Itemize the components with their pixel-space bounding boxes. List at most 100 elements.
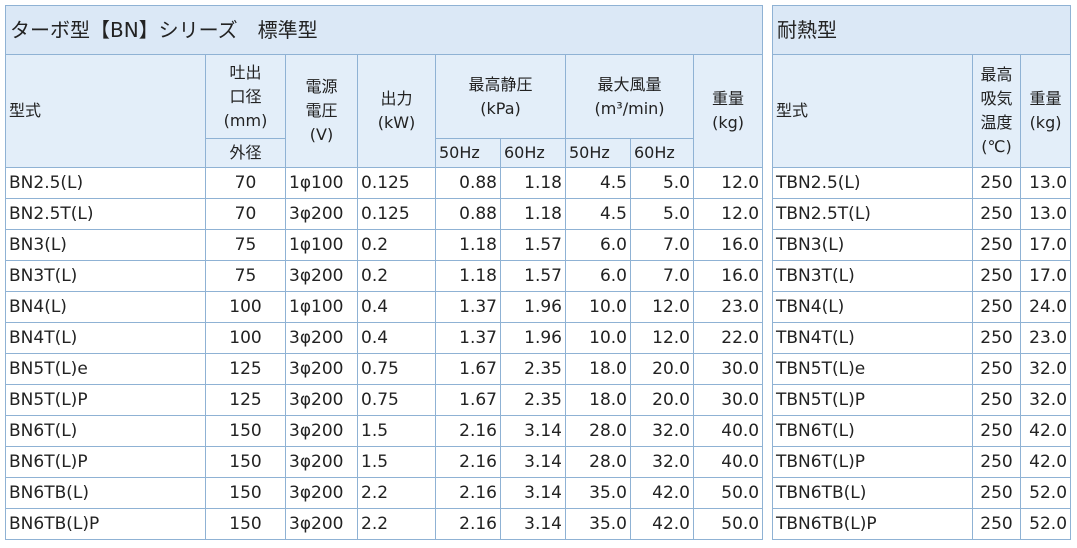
table-cell: TBN6T(L)P [772,446,973,478]
table-cell: 2.35 [500,384,566,416]
table-cell: 1.96 [500,291,566,323]
table-cell: BN4(L) [5,291,206,323]
table-cell: 3φ200 [285,415,358,447]
table-cell: 28.0 [565,415,631,447]
header-cell: 吐出 口径 (mm) [205,54,286,139]
table-cell: 12.0 [692,167,764,199]
table-cell: 0.125 [357,167,436,199]
table-cell: 40.0 [692,446,764,478]
table-cell: 70 [205,167,286,199]
table-cell: 75 [205,260,286,292]
table-cell: 1.18 [500,198,566,230]
table-cell: TBN5T(L)P [772,384,973,416]
table-cell: 250 [972,229,1021,261]
table-cell: 24.0 [1019,291,1072,323]
table-cell: 250 [972,477,1021,509]
table-cell: 2.16 [435,477,501,509]
table-cell: 125 [205,353,286,385]
table-row: TBN6T(L)P 250 42.0 [772,446,1072,478]
table-cell: TBN4T(L) [772,322,973,354]
table-row: TBN4T(L) 250 23.0 [772,322,1072,354]
table-cell: 12.0 [692,198,764,230]
table-cell: 35.0 [565,477,631,509]
table-cell: BN3T(L) [5,260,206,292]
table-cell: 0.4 [357,291,436,323]
table-row: BN4(L) 100 1φ100 0.4 1.37 1.96 10.0 12.0 23.0 [5,291,764,323]
table-cell: TBN3T(L) [772,260,973,292]
header-cell: 50Hz [565,138,631,168]
table-cell: 3φ200 [285,508,358,540]
table-cell: 2.16 [435,415,501,447]
table-cell: 250 [972,508,1021,540]
table-cell: 4.5 [565,167,631,199]
table-row: TBN4(L) 250 24.0 [772,291,1072,323]
table-cell: 42.0 [1019,415,1072,447]
table-cell: 1φ100 [285,229,358,261]
header-cell: 出力 (kW) [357,54,436,168]
table-cell: 20.0 [630,353,694,385]
table-cell: 4.5 [565,198,631,230]
table-cell: 7.0 [630,260,694,292]
table-cell: 2.35 [500,353,566,385]
table-cell: 100 [205,291,286,323]
table-row: BN6TB(L) 150 3φ200 2.2 2.16 3.14 35.0 42.0 50.0 [5,477,764,509]
header-cell: 最高 吸気 温度 (℃) [972,54,1021,168]
table-cell: 150 [205,446,286,478]
table-cell: 2.16 [435,508,501,540]
table-row: BN2.5(L) 70 1φ100 0.125 0.88 1.18 4.5 5.0 12.0 [5,167,764,199]
table-cell: 42.0 [1019,446,1072,478]
table-cell: 16.0 [692,229,764,261]
table-cell: 10.0 [565,322,631,354]
table-cell: 20.0 [630,384,694,416]
table-cell: 12.0 [630,322,694,354]
table-row: BN6T(L)P 150 3φ200 1.5 2.16 3.14 28.0 32.0 40.0 [5,446,764,478]
table-cell: BN6T(L) [5,415,206,447]
table-cell: 23.0 [692,291,764,323]
table-cell: 32.0 [1019,384,1072,416]
table-cell: TBN3(L) [772,229,973,261]
table-cell: 28.0 [565,446,631,478]
table-cell: 150 [205,415,286,447]
table-cell: 18.0 [565,353,631,385]
header-cell: 50Hz [435,138,501,168]
table-cell: 52.0 [1019,477,1072,509]
table-cell: 30.0 [692,384,764,416]
table-row: BN4T(L) 100 3φ200 0.4 1.37 1.96 10.0 12.0 22.0 [5,322,764,354]
table-cell: 23.0 [1019,322,1072,354]
table-cell: BN5T(L)P [5,384,206,416]
table-cell: 50.0 [692,508,764,540]
table-row: TBN6TB(L) 250 52.0 [772,477,1072,509]
header-cell: 最高静圧 (kPa) [435,54,566,139]
table-cell: BN6TB(L)P [5,508,206,540]
table-cell: 2.2 [357,508,436,540]
table-cell: 30.0 [692,353,764,385]
table-title: 耐熱型 [771,5,1072,55]
standard-table: ターボ型【BN】シリーズ 標準型 型式 吐出 口径 (mm) 電源 電圧 (V)… [4,5,764,540]
header-cell: 最大風量 (m³/min) [565,54,694,139]
table-cell: 100 [205,322,286,354]
table-row: BN6T(L) 150 3φ200 1.5 2.16 3.14 28.0 32.0 40.0 [5,415,764,447]
table-cell: 13.0 [1019,167,1072,199]
table-cell: 52.0 [1019,508,1072,540]
table-row: BN2.5T(L) 70 3φ200 0.125 0.88 1.18 4.5 5.0 12.0 [5,198,764,230]
table-cell: 3.14 [500,446,566,478]
table-row: TBN6T(L) 250 42.0 [772,415,1072,447]
table-body: TBN2.5(L) 250 13.0 TBN2.5T(L) 250 13.0 TBN3(L)… [772,167,1072,540]
table-cell: 17.0 [1019,260,1072,292]
table-cell: 1.96 [500,322,566,354]
table-cell: 0.75 [357,353,436,385]
table-cell: BN2.5(L) [5,167,206,199]
table-cell: 250 [972,260,1021,292]
table-cell: 6.0 [565,229,631,261]
table-cell: 250 [972,384,1021,416]
table-cell: 3φ200 [285,446,358,478]
table-cell: 13.0 [1019,198,1072,230]
heat-resistant-table: 耐熱型 型式 最高 吸気 温度 (℃) 重量 (kg) TBN2.5(L) 250… [771,5,1072,540]
table-cell: 3φ200 [285,384,358,416]
table-cell: BN4T(L) [5,322,206,354]
header-cell: 外径 [205,138,286,168]
table-cell: TBN5T(L)e [772,353,973,385]
table-cell: 0.75 [357,384,436,416]
table-cell: 3φ200 [285,353,358,385]
table-cell: TBN6T(L) [772,415,973,447]
